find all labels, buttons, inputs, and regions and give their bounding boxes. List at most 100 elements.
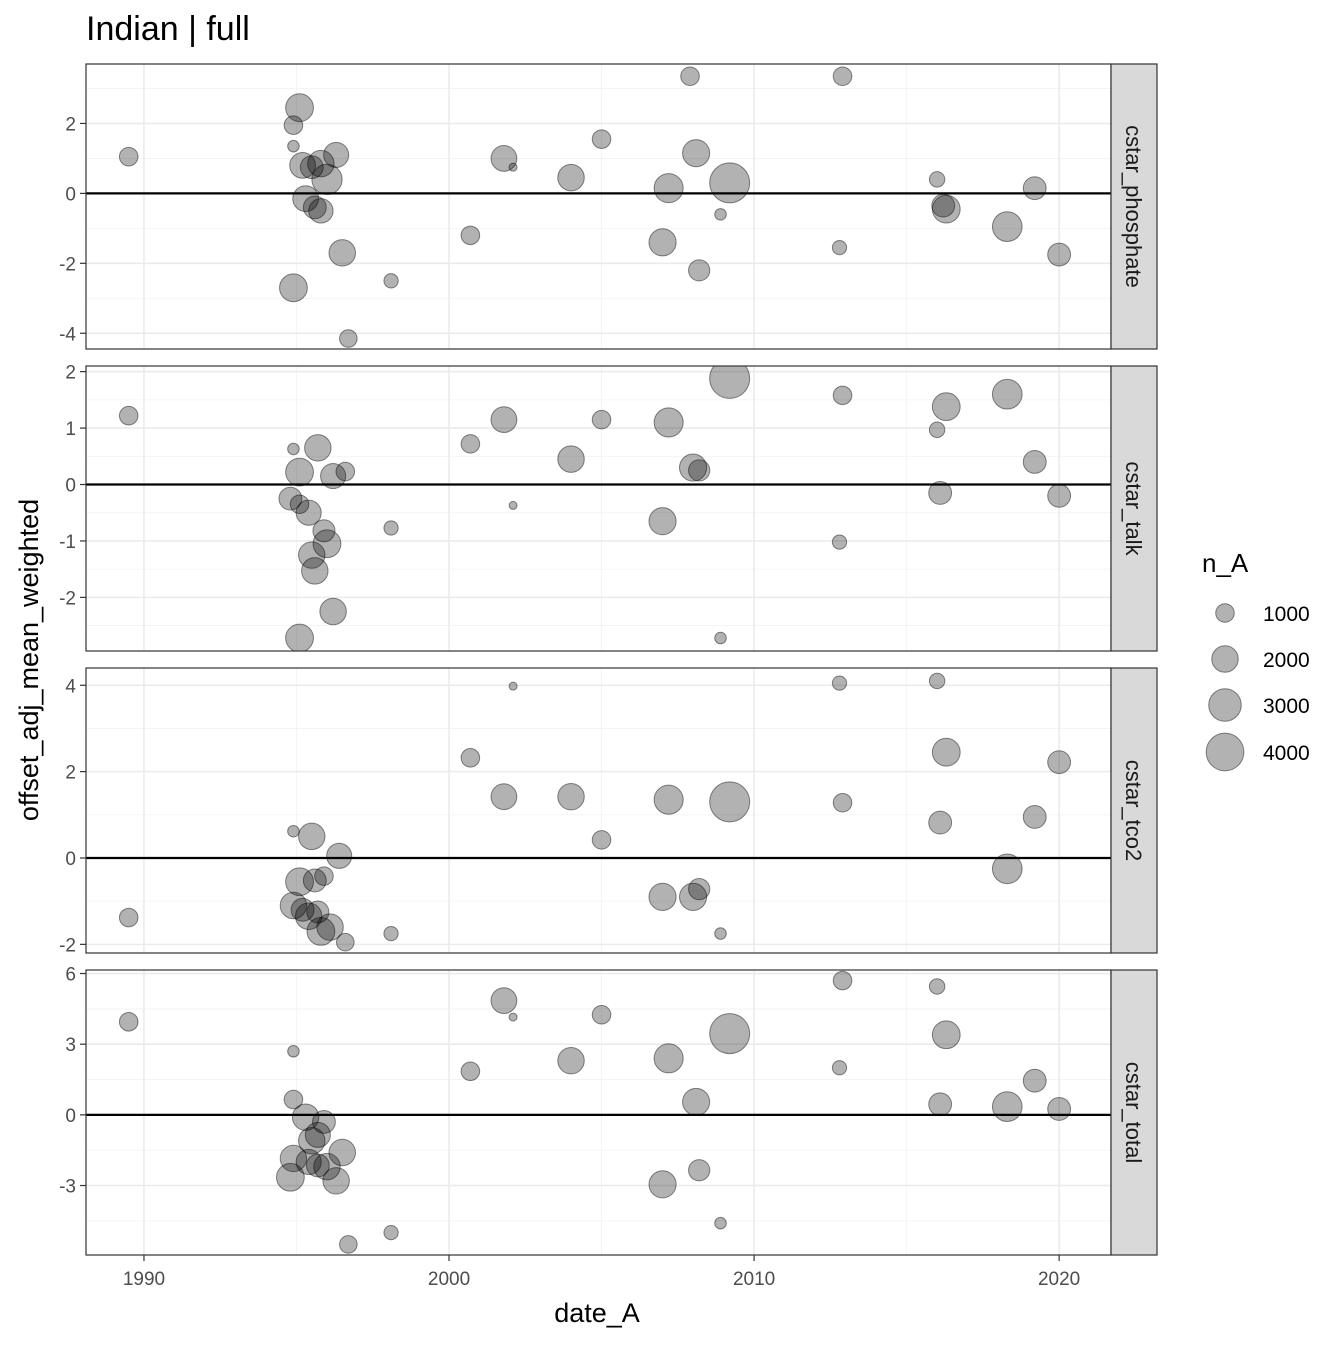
legend-key-circle (1215, 603, 1235, 623)
data-point (653, 784, 684, 815)
data-point (316, 913, 344, 941)
y-tick-label: -4 (59, 324, 76, 345)
data-point (278, 486, 303, 511)
data-point (279, 891, 308, 920)
data-point (313, 1152, 341, 1181)
data-point (1047, 242, 1072, 267)
y-tick-label: -2 (59, 935, 76, 956)
data-point (991, 1091, 1023, 1122)
data-point (931, 1020, 961, 1050)
data-point (832, 385, 853, 406)
data-point (298, 541, 326, 569)
data-point (311, 163, 343, 196)
panel-background (86, 668, 1111, 953)
data-points (118, 970, 1072, 1254)
data-point (306, 917, 336, 946)
data-point (928, 810, 953, 835)
data-point (299, 155, 324, 180)
y-tick-label: 1 (65, 419, 76, 440)
data-point (339, 329, 358, 348)
panel-background (86, 366, 1111, 651)
x-tick-label: 2020 (1038, 1269, 1080, 1290)
data-point (118, 146, 139, 167)
data-point (709, 781, 751, 823)
data-point (831, 239, 848, 256)
data-point (279, 1144, 308, 1173)
data-point (508, 500, 518, 510)
data-point (306, 900, 330, 924)
data-point (292, 185, 320, 213)
data-point (290, 897, 315, 922)
data-point (326, 842, 353, 869)
data-point (928, 421, 946, 438)
y-tick-label: 0 (65, 184, 76, 205)
data-point (383, 925, 399, 942)
data-point (287, 442, 300, 456)
data-point (285, 867, 314, 897)
data-point (714, 631, 727, 645)
data-point (931, 737, 961, 767)
data-point (931, 193, 956, 218)
data-point (991, 853, 1023, 885)
panel-background (86, 64, 1111, 349)
data-point (322, 1167, 350, 1195)
x-axis: 1990 2000 2010 2020 (123, 1255, 1080, 1290)
data-point (678, 882, 708, 911)
data-point (508, 681, 518, 691)
facet-strip-label: cstar_tco2 (1121, 760, 1146, 862)
y-tick-label: 4 (65, 676, 76, 697)
data-point (285, 457, 314, 487)
y-tick-label: -2 (59, 254, 76, 275)
facet-strip-label: cstar_talk (1121, 461, 1146, 556)
data-point (648, 882, 677, 911)
data-point (928, 1092, 953, 1117)
data-point (283, 115, 304, 135)
data-point (1047, 750, 1072, 775)
data-point (508, 1012, 518, 1022)
data-point (928, 978, 946, 995)
data-point (118, 405, 139, 426)
legend-key-label: 3000 (1263, 695, 1310, 718)
data-point (928, 481, 953, 505)
y-tick-label: 0 (65, 1106, 76, 1127)
x-tick-label: 2010 (733, 1269, 775, 1290)
data-point (831, 1060, 848, 1076)
data-point (312, 529, 342, 559)
legend-key-label: 4000 (1263, 742, 1310, 765)
facet-strip-label: cstar_total (1121, 1062, 1146, 1164)
y-tick-label: 2 (65, 763, 76, 784)
x-tick-label: 2000 (428, 1269, 470, 1290)
data-point (928, 171, 946, 188)
y-tick-label: -2 (59, 588, 76, 609)
data-point (648, 1170, 677, 1199)
data-point (653, 173, 684, 204)
data-point (648, 228, 677, 257)
data-point (298, 822, 326, 851)
data-point (688, 459, 711, 482)
data-point (832, 66, 853, 87)
panel-cstar_talk: -2 -1 0 1 2 cstar_talk (59, 363, 1158, 652)
data-point (832, 970, 853, 991)
data-point (490, 145, 518, 172)
facet-strip (1110, 365, 1158, 652)
data-point (508, 162, 518, 172)
data-point (291, 1103, 320, 1131)
y-tick-label: -1 (59, 532, 76, 553)
data-point (328, 239, 356, 267)
data-point (383, 273, 399, 289)
data-point (991, 211, 1023, 242)
data-point (336, 932, 355, 952)
data-point (557, 1046, 585, 1075)
y-tick-label: -3 (59, 1177, 76, 1198)
data-point (682, 139, 711, 168)
data-point (928, 672, 946, 690)
data-point (279, 273, 308, 303)
data-point (591, 1004, 612, 1025)
data-point (287, 1044, 300, 1058)
legend-key-label: 2000 (1263, 649, 1310, 672)
data-point (283, 1089, 304, 1110)
y-axis-title: offset_adj_mean_weighted (14, 499, 44, 821)
data-point (490, 987, 518, 1015)
data-point (1022, 176, 1047, 201)
y-tick-label: 0 (65, 476, 76, 497)
